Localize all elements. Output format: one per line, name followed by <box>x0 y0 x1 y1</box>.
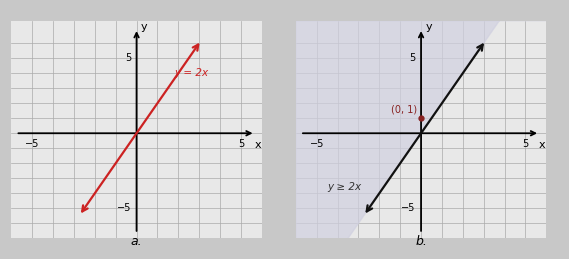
Text: 5: 5 <box>522 139 529 149</box>
Text: y: y <box>425 22 432 32</box>
Text: 5: 5 <box>238 139 244 149</box>
Text: −5: −5 <box>25 139 39 149</box>
Text: x: x <box>254 140 261 150</box>
Text: (0, 1): (0, 1) <box>391 104 417 114</box>
Text: y: y <box>141 22 147 32</box>
Text: y = 2x: y = 2x <box>174 68 208 78</box>
Text: b.: b. <box>415 235 427 248</box>
Text: 5: 5 <box>410 53 416 63</box>
Text: x: x <box>539 140 545 150</box>
Text: y ≥ 2x: y ≥ 2x <box>327 182 361 192</box>
Text: −5: −5 <box>310 139 324 149</box>
Text: 5: 5 <box>125 53 131 63</box>
Text: −5: −5 <box>402 203 416 213</box>
Text: −5: −5 <box>117 203 131 213</box>
Text: a.: a. <box>131 235 142 248</box>
